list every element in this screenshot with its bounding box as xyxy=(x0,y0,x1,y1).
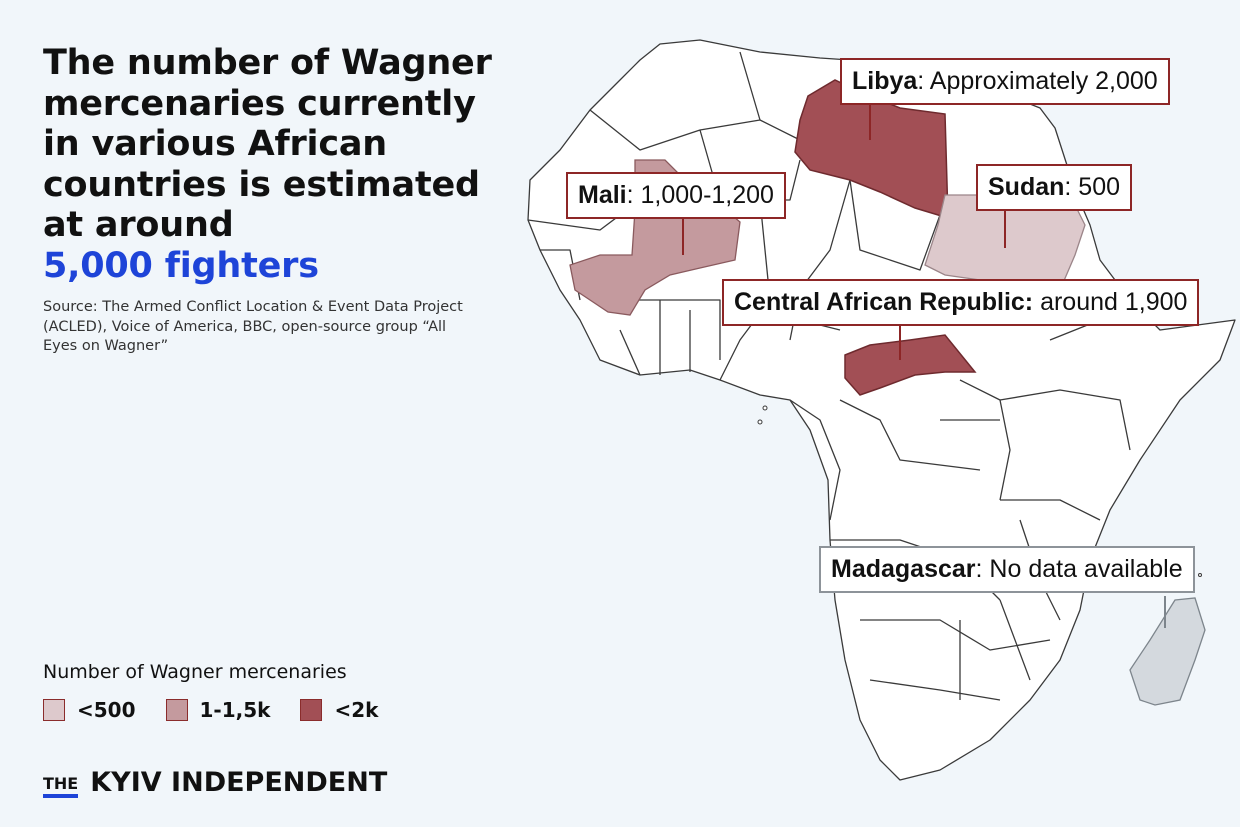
callout-madagascar-name: Madagascar xyxy=(831,555,976,583)
legend-item-high: <2k xyxy=(300,698,378,722)
brand-the: THE xyxy=(43,775,79,798)
callout-sudan: Sudan: 500 xyxy=(976,164,1133,211)
legend: <500 1-1,5k <2k xyxy=(43,698,378,722)
callout-libya-name: Libya xyxy=(852,67,918,95)
car-region xyxy=(844,334,977,396)
callout-sudan-name: Sudan xyxy=(988,173,1065,201)
brand-logo: THE KYIV INDEPENDENT xyxy=(43,768,387,798)
callout-madagascar: Madagascar: No data available xyxy=(819,546,1195,593)
callout-libya-value: : Approximately 2,000 xyxy=(917,67,1158,95)
legend-swatch-high xyxy=(300,699,323,721)
callout-car-name: Central African Republic: xyxy=(734,288,1034,316)
legend-label-mid: 1-1,5k xyxy=(199,698,271,722)
legend-swatch-mid xyxy=(165,699,188,721)
callout-mali-name: Mali xyxy=(578,181,627,209)
callout-car: Central African Republic: around 1,900 xyxy=(722,279,1200,326)
legend-item-mid: 1-1,5k xyxy=(165,698,271,722)
source-note: Source: The Armed Conflict Location & Ev… xyxy=(43,299,463,354)
page-title: The number of Wagner mercenaries current… xyxy=(43,43,513,286)
madagascar-region xyxy=(1129,597,1206,706)
title-text: The number of Wagner mercenaries current… xyxy=(43,43,492,245)
legend-title: Number of Wagner mercenaries xyxy=(43,661,347,683)
legend-item-low: <500 xyxy=(43,698,136,722)
callout-car-value: around 1,900 xyxy=(1033,288,1188,316)
callout-madagascar-value: : No data available xyxy=(975,555,1183,583)
callout-libya: Libya: Approximately 2,000 xyxy=(840,58,1170,105)
legend-label-high: <2k xyxy=(334,698,379,722)
legend-label-low: <500 xyxy=(77,698,136,722)
callout-sudan-value: : 500 xyxy=(1064,173,1121,201)
brand-name: KYIV INDEPENDENT xyxy=(90,767,388,798)
callout-mali-value: : 1,000-1,200 xyxy=(626,181,774,209)
legend-swatch-low xyxy=(43,699,65,721)
callout-mali: Mali: 1,000-1,200 xyxy=(566,172,786,219)
title-highlight: 5,000 fighters xyxy=(43,245,319,286)
